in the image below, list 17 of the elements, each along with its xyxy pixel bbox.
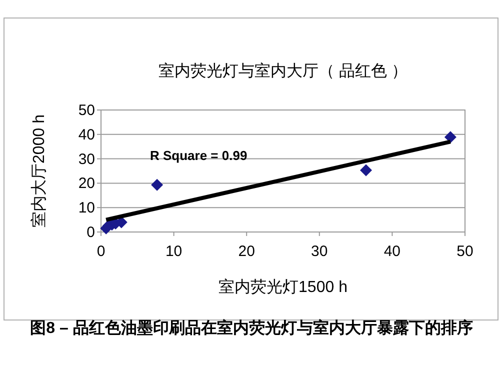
x-axis-title: 室内荧光灯1500 h [218, 278, 348, 296]
x-tick-label: 30 [311, 243, 328, 260]
x-tick-label: 20 [238, 243, 255, 260]
chart-title: 室内荧光灯与室内大厅（ 品红色 ） [158, 62, 408, 80]
y-tick-label: 40 [78, 126, 95, 144]
x-tick-label: 10 [165, 243, 182, 260]
y-tick-label: 30 [78, 150, 95, 168]
y-tick-label: 0 [86, 224, 95, 241]
annotation: R Square = 0.99 [150, 148, 248, 163]
caption: 图8 – 品红色油墨印刷品在室内荧光灯与室内大厅暴露下的排序 [29, 318, 474, 339]
x-tick-label: 40 [384, 243, 401, 260]
x-tick-label: 50 [456, 243, 474, 260]
y-tick-label: 10 [78, 200, 95, 217]
y-tick-label: 20 [78, 175, 95, 192]
y-axis-title: 室内大厅2000 h [30, 114, 48, 228]
x-tick-label: 0 [96, 243, 106, 260]
y-tick-label: 50 [78, 102, 95, 119]
